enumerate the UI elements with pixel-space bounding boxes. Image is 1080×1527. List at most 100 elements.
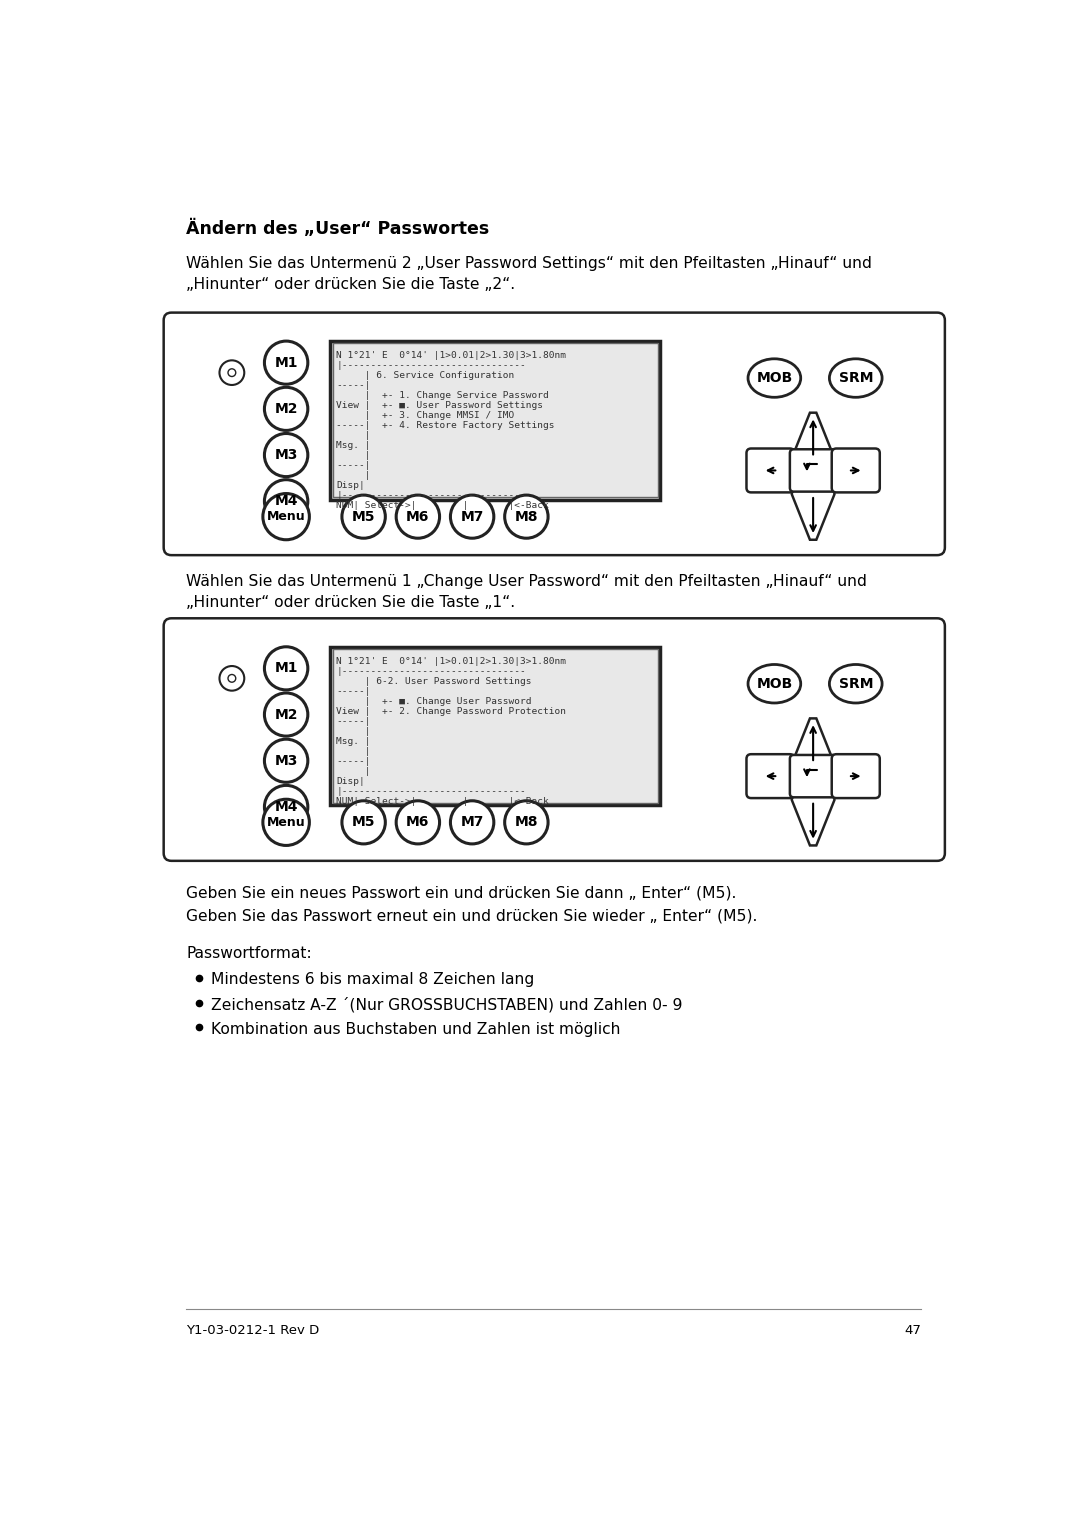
Text: M7: M7: [460, 815, 484, 829]
Circle shape: [219, 360, 244, 385]
FancyBboxPatch shape: [789, 449, 836, 492]
Text: |: |: [337, 727, 372, 736]
Text: N 1°21' E  0°14' |1>0.01|2>1.30|3>1.80nm: N 1°21' E 0°14' |1>0.01|2>1.30|3>1.80nm: [337, 351, 567, 360]
Text: SRM: SRM: [838, 676, 873, 690]
Circle shape: [265, 479, 308, 522]
Circle shape: [228, 370, 235, 377]
Text: |--------------------------------: |--------------------------------: [337, 492, 526, 501]
Text: Kombination aus Buchstaben und Zahlen ist möglich: Kombination aus Buchstaben und Zahlen is…: [211, 1022, 620, 1037]
Text: | 6-2. User Password Settings: | 6-2. User Password Settings: [337, 676, 532, 686]
Text: N 1°21' E  0°14' |1>0.01|2>1.30|3>1.80nm: N 1°21' E 0°14' |1>0.01|2>1.30|3>1.80nm: [337, 657, 567, 666]
Polygon shape: [792, 718, 835, 777]
Circle shape: [265, 785, 308, 829]
Text: -----|: -----|: [337, 382, 372, 389]
Text: M3: M3: [274, 754, 298, 768]
FancyBboxPatch shape: [789, 754, 836, 797]
Polygon shape: [792, 481, 835, 539]
Text: Y1-03-0212-1 Rev D: Y1-03-0212-1 Rev D: [186, 1324, 320, 1338]
FancyBboxPatch shape: [164, 618, 945, 861]
Text: 47: 47: [904, 1324, 921, 1338]
Text: |--------------------------------: |--------------------------------: [337, 786, 526, 796]
Circle shape: [265, 341, 308, 385]
Ellipse shape: [829, 359, 882, 397]
Text: View |  +- 2. Change Password Protection: View | +- 2. Change Password Protection: [337, 707, 567, 716]
Text: |: |: [337, 767, 372, 776]
Text: -----|: -----|: [337, 461, 372, 470]
Text: Ändern des „User“ Passwortes: Ändern des „User“ Passwortes: [186, 220, 489, 238]
FancyBboxPatch shape: [746, 754, 795, 799]
Text: |  +- 1. Change Service Password: | +- 1. Change Service Password: [337, 391, 550, 400]
Text: NUM| Select->|        |       |<-Back: NUM| Select->| | |<-Back: [337, 501, 550, 510]
Circle shape: [228, 675, 235, 683]
Text: |: |: [337, 472, 372, 479]
Ellipse shape: [748, 664, 800, 702]
Circle shape: [396, 495, 440, 538]
Text: SRM: SRM: [838, 371, 873, 385]
Circle shape: [396, 800, 440, 844]
Text: -----|: -----|: [337, 757, 372, 767]
FancyBboxPatch shape: [164, 313, 945, 556]
Text: Geben Sie ein neues Passwort ein und drücken Sie dann „ Enter“ (M5).: Geben Sie ein neues Passwort ein und drü…: [186, 886, 737, 901]
Circle shape: [450, 800, 494, 844]
Text: M8: M8: [515, 510, 538, 524]
Circle shape: [262, 493, 309, 539]
FancyBboxPatch shape: [832, 449, 880, 492]
Text: |  +- ■. Change User Password: | +- ■. Change User Password: [337, 696, 532, 705]
Text: MOB: MOB: [756, 371, 793, 385]
Bar: [330, 647, 661, 805]
Text: Wählen Sie das Untermenü 1 „Change User Password“ mit den Pfeiltasten „Hinauf“ u: Wählen Sie das Untermenü 1 „Change User …: [186, 574, 867, 611]
Text: Wählen Sie das Untermenü 2 „User Password Settings“ mit den Pfeiltasten „Hinauf“: Wählen Sie das Untermenü 2 „User Passwor…: [186, 255, 872, 292]
Text: M5: M5: [352, 510, 376, 524]
Polygon shape: [792, 412, 835, 470]
FancyBboxPatch shape: [746, 449, 795, 492]
Text: Msg. |: Msg. |: [337, 441, 372, 450]
Bar: [333, 649, 658, 803]
Text: Geben Sie das Passwort erneut ein und drücken Sie wieder „ Enter“ (M5).: Geben Sie das Passwort erneut ein und dr…: [186, 909, 757, 924]
Circle shape: [265, 388, 308, 431]
Text: M7: M7: [460, 510, 484, 524]
Text: M1: M1: [274, 661, 298, 675]
Text: Disp|: Disp|: [337, 481, 365, 490]
Text: Passwortformat:: Passwortformat:: [186, 945, 312, 960]
Text: Menu: Menu: [267, 815, 306, 829]
Circle shape: [265, 739, 308, 782]
Circle shape: [265, 693, 308, 736]
Ellipse shape: [748, 359, 800, 397]
Text: M6: M6: [406, 815, 430, 829]
Circle shape: [265, 434, 308, 476]
Text: M4: M4: [274, 495, 298, 508]
Text: M2: M2: [274, 707, 298, 722]
Text: Zeichensatz A-Z ´(Nur GROSSBUCHSTABEN) und Zahlen 0- 9: Zeichensatz A-Z ´(Nur GROSSBUCHSTABEN) u…: [211, 997, 683, 1012]
Text: MOB: MOB: [756, 676, 793, 690]
Text: M5: M5: [352, 815, 376, 829]
Text: Disp|: Disp|: [337, 777, 365, 786]
Text: M6: M6: [406, 510, 430, 524]
Circle shape: [262, 799, 309, 846]
Text: Mindestens 6 bis maximal 8 Zeichen lang: Mindestens 6 bis maximal 8 Zeichen lang: [211, 973, 535, 988]
Circle shape: [504, 800, 548, 844]
Text: | 6. Service Configuration: | 6. Service Configuration: [337, 371, 515, 380]
Text: |  +- 3. Change MMSI / IMO: | +- 3. Change MMSI / IMO: [337, 411, 515, 420]
Circle shape: [219, 666, 244, 690]
FancyBboxPatch shape: [832, 754, 880, 799]
Polygon shape: [792, 788, 835, 846]
Bar: [333, 344, 658, 498]
Text: NUM| Select->|        |       |<-Back: NUM| Select->| | |<-Back: [337, 797, 550, 806]
Text: |: |: [337, 431, 372, 440]
Text: -----|: -----|: [337, 687, 372, 696]
Bar: [330, 341, 661, 499]
Text: -----|  +- 4. Restore Factory Settings: -----| +- 4. Restore Factory Settings: [337, 421, 555, 431]
Text: -----|: -----|: [337, 716, 372, 725]
Circle shape: [342, 800, 386, 844]
Text: |: |: [337, 747, 372, 756]
Circle shape: [342, 495, 386, 538]
Text: |: |: [337, 450, 372, 460]
Ellipse shape: [829, 664, 882, 702]
Text: M2: M2: [274, 402, 298, 415]
Circle shape: [450, 495, 494, 538]
Text: Msg. |: Msg. |: [337, 738, 372, 745]
Text: |--------------------------------: |--------------------------------: [337, 667, 526, 676]
Text: M1: M1: [274, 356, 298, 370]
Text: |--------------------------------: |--------------------------------: [337, 360, 526, 370]
Text: M8: M8: [515, 815, 538, 829]
